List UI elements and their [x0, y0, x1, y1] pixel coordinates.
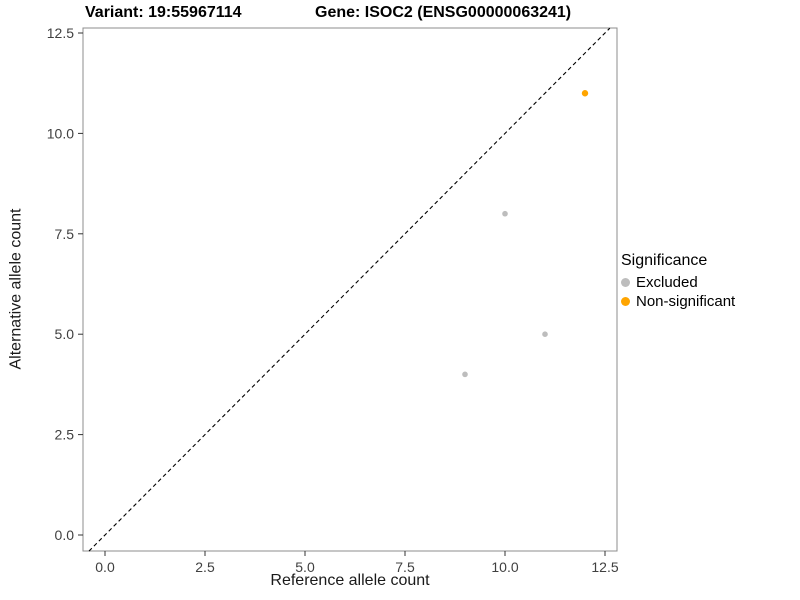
y-tick-label: 10.0 [47, 125, 74, 141]
y-tick-label: 7.5 [55, 226, 75, 242]
x-tick-label: 10.0 [491, 559, 518, 575]
identity-line [88, 27, 611, 552]
x-tick-label: 5.0 [295, 559, 315, 575]
legend-item-excluded: Excluded [621, 274, 735, 291]
data-point [502, 210, 508, 217]
x-tick-label: 2.5 [195, 559, 215, 575]
x-tick-label: 7.5 [395, 559, 415, 575]
y-tick-label: 5.0 [55, 326, 75, 342]
data-point [542, 331, 548, 338]
excluded-dot-icon [621, 278, 630, 287]
legend-label-non-significant: Non-significant [636, 293, 736, 310]
plot-title-variant: Variant: 19:55967114 [85, 4, 242, 21]
x-axis-title: Reference allele count [270, 572, 430, 589]
legend-item-non-significant: Non-significant [621, 293, 735, 310]
y-tick-label: 12.5 [47, 25, 74, 41]
y-tick-label: 0.0 [55, 527, 75, 543]
legend-title: Significance [621, 252, 708, 269]
plot-title-gene: Gene: ISOC2 (ENSG00000063241) [315, 4, 572, 21]
y-tick-label: 2.5 [55, 427, 75, 443]
x-tick-label: 0.0 [95, 559, 115, 575]
y-axis-title: Alternative allele count [7, 208, 25, 370]
data-point [581, 90, 589, 97]
panel-border [82, 27, 618, 552]
legend-label-excluded: Excluded [636, 274, 698, 291]
legend: Significance Excluded Non-significant [621, 252, 735, 310]
data-point [462, 371, 468, 378]
x-tick-label: 12.5 [591, 559, 618, 575]
non-significant-dot-icon [621, 297, 630, 306]
